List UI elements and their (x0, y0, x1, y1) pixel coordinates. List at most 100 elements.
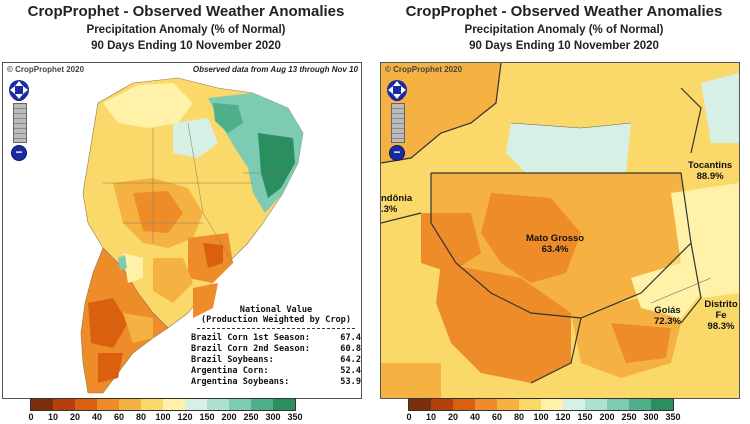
left-period: 90 Days Ending 10 November 2020 (91, 40, 281, 52)
map-navigation-control[interactable]: + − (8, 79, 30, 161)
region-label-tocantins: Tocantins 88.9% (688, 160, 732, 182)
legend-tick-label: 60 (113, 412, 125, 422)
legend-tick-label: 150 (199, 412, 215, 422)
legend-tick-label: 0 (28, 412, 34, 422)
national-row: Brazil Corn 2nd Season: 60.8 (191, 344, 361, 355)
right-period: 90 Days Ending 10 November 2020 (469, 40, 659, 52)
legend-tick-label: 80 (135, 412, 147, 422)
national-divider (197, 328, 355, 329)
legend-tick-label: 120 (555, 412, 571, 422)
national-row-value: 64.2 (340, 355, 361, 365)
legend-swatch (207, 399, 229, 410)
brazil-zoom-anomaly-map (381, 63, 739, 398)
legend-tick-label: 250 (621, 412, 637, 422)
legend-tick-label: 120 (177, 412, 193, 422)
region-value: 98.3% (707, 321, 735, 332)
region-name: Goiás (654, 305, 681, 316)
legend-swatch (185, 399, 207, 410)
national-value-subtitle: (Production Weighted by Crop) (200, 315, 352, 325)
pan-arrows-icon[interactable] (8, 79, 30, 101)
legend-tick-label: 10 (425, 412, 437, 422)
legend-tick-label: 350 (287, 412, 303, 422)
left-map-area[interactable]: © CropProphet 2020 Observed data from Au… (2, 62, 362, 399)
left-map-panel: CropProphet - Observed Weather Anomalies… (0, 0, 372, 424)
legend-swatch (607, 399, 629, 410)
region-name: Mato Grosso (526, 233, 585, 244)
left-title: CropProphet - Observed Weather Anomalies (27, 3, 345, 20)
zoom-slider[interactable] (391, 103, 405, 143)
right-copyright: © CropProphet 2020 (385, 65, 463, 74)
right-color-legend: 0 10 20 40 60 80 100 120 150 200 250 300 350 (406, 398, 681, 423)
national-value-title: National Value (239, 305, 313, 315)
legend-swatch (31, 399, 53, 410)
left-color-legend: 0 10 20 40 60 80 100 120 150 200 250 300 350 (28, 398, 303, 423)
zoom-slider[interactable] (13, 103, 27, 143)
region-label-mato-grosso: Mato Grosso 63.4% (526, 233, 584, 255)
pan-arrows-icon[interactable] (386, 79, 408, 101)
legend-tick-label: 150 (577, 412, 593, 422)
zoom-out-button[interactable]: − (11, 145, 27, 161)
legend-tick-label: 350 (665, 412, 681, 422)
legend-tick-label: 40 (469, 412, 481, 422)
legend-swatch (163, 399, 185, 410)
legend-color-bar (30, 398, 296, 411)
legend-tick-label: 40 (91, 412, 103, 422)
national-row: Brazil Soybeans: 64.2 (191, 355, 361, 366)
national-row-label: Argentina Soybeans: (191, 377, 290, 387)
right-subtitle: Precipitation Anomaly (% of Normal) (464, 24, 664, 36)
region-value: 63.4% (541, 244, 569, 255)
legend-swatch (563, 399, 585, 410)
region-value: 72.3% (654, 316, 681, 327)
legend-swatch (475, 399, 497, 410)
legend-tick-label: 20 (447, 412, 459, 422)
legend-swatch (497, 399, 519, 410)
legend-swatch (273, 399, 295, 410)
national-row-value: 60.8 (340, 344, 361, 354)
national-row: Argentina Corn: 52.4 (191, 366, 361, 377)
legend-swatch (629, 399, 651, 410)
legend-swatch (119, 399, 141, 410)
legend-tick-label: 300 (643, 412, 659, 422)
legend-tick-label: 200 (599, 412, 615, 422)
south-america-anomaly-map (3, 63, 361, 398)
right-map-area[interactable]: © CropProphet 2020 + − Mato Grosso 63.4%… (380, 62, 740, 399)
region-label-distrito-federal: Distrito Fe 98.3% (703, 299, 739, 332)
region-name: Tocantins (688, 160, 733, 171)
legend-swatch (97, 399, 119, 410)
legend-ticks: 0 10 20 40 60 80 100 120 150 200 250 300 350 (406, 411, 680, 423)
legend-swatch (229, 399, 251, 410)
legend-tick-label: 300 (265, 412, 281, 422)
national-row-value: 52.4 (340, 366, 361, 376)
observed-date-note: Observed data from Aug 13 through Nov 10 (192, 65, 358, 74)
legend-ticks: 0 10 20 40 60 80 100 120 150 200 250 300 350 (28, 411, 302, 423)
legend-tick-label: 10 (47, 412, 59, 422)
region-value: 88.9% (696, 171, 724, 182)
legend-swatch (585, 399, 607, 410)
region-label-rondonia: ndônia .3% (381, 193, 412, 215)
region-name: ndônia (381, 193, 413, 204)
legend-tick-label: 100 (155, 412, 171, 422)
national-row: Brazil Corn 1st Season: 67.4 (191, 333, 361, 344)
legend-swatch (141, 399, 163, 410)
legend-tick-label: 250 (243, 412, 259, 422)
region-value: .3% (381, 204, 398, 215)
national-row: Argentina Soybeans: 53.9 (191, 377, 361, 388)
zoom-out-button[interactable]: − (389, 145, 405, 161)
legend-swatch (651, 399, 673, 410)
legend-swatch (453, 399, 475, 410)
national-row-label: Brazil Corn 1st Season: (191, 333, 310, 343)
legend-swatch (409, 399, 431, 410)
left-subtitle: Precipitation Anomaly (% of Normal) (86, 24, 286, 36)
map-navigation-control[interactable]: + − (386, 79, 408, 161)
legend-tick-label: 0 (406, 412, 412, 422)
legend-tick-label: 60 (491, 412, 503, 422)
left-copyright: © CropProphet 2020 (7, 65, 85, 74)
legend-swatch (53, 399, 75, 410)
national-row-value: 53.9 (340, 377, 361, 387)
region-label-goias: Goiás 72.3% (654, 305, 681, 327)
legend-color-bar (408, 398, 674, 411)
region-name: Distrito Fe (704, 299, 738, 321)
legend-swatch (251, 399, 273, 410)
right-title: CropProphet - Observed Weather Anomalies (405, 3, 723, 20)
national-row-value: 67.4 (340, 333, 361, 343)
